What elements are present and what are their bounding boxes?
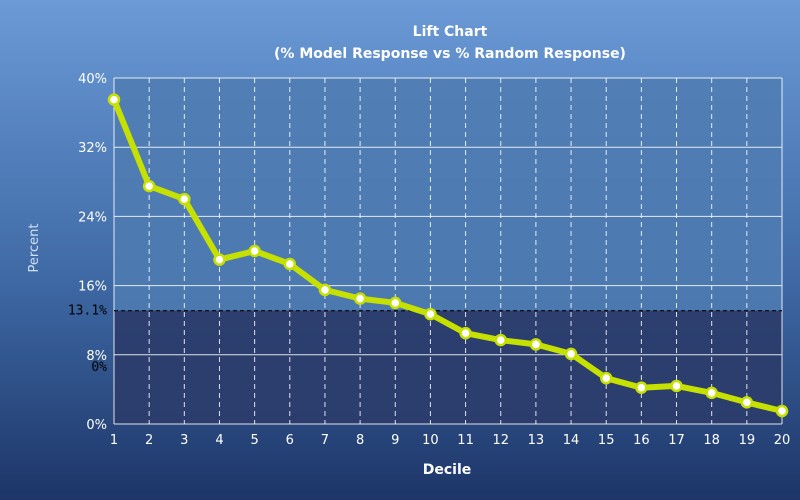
data-point: [494, 333, 507, 347]
x-tick-label: 15: [598, 433, 615, 448]
plot-area-upper: [114, 78, 782, 311]
data-point: [775, 404, 789, 418]
x-tick-label: 5: [250, 433, 258, 448]
y-tick-label: 8%: [86, 349, 107, 364]
data-point: [529, 338, 543, 351]
x-tick-label: 8: [356, 433, 364, 448]
x-tick-label: 19: [739, 433, 756, 448]
y-axis-label: Percent: [27, 224, 42, 273]
x-tick-label: 13: [528, 433, 545, 448]
x-tick-label: 16: [633, 433, 650, 448]
x-tick-label: 10: [422, 433, 439, 448]
y-tick-label: 32%: [78, 141, 107, 156]
reference-line-label: 13.1%: [68, 304, 107, 319]
data-point: [248, 244, 261, 258]
reference-baseline-label: 0%: [91, 360, 107, 375]
data-point: [353, 292, 367, 305]
y-tick-label: 24%: [78, 210, 107, 225]
data-point: [389, 296, 402, 310]
data-point: [424, 307, 437, 321]
chart-subtitle: (% Model Response vs % Random Response): [274, 46, 626, 62]
x-tick-label: 9: [391, 433, 399, 448]
x-axis-label: Decile: [423, 462, 472, 478]
x-tick-label: 7: [321, 433, 329, 448]
x-tick-label: 18: [703, 433, 720, 448]
data-point: [318, 283, 332, 297]
y-tick-label: 40%: [78, 72, 107, 87]
x-tick-label: 4: [215, 433, 223, 448]
data-point: [740, 396, 754, 409]
x-tick-label: 3: [180, 433, 188, 448]
x-tick-label: 1: [110, 433, 118, 448]
x-tick-label: 2: [145, 433, 153, 448]
y-tick-label: 0%: [86, 418, 107, 433]
data-point: [705, 386, 718, 400]
chart-title: Lift Chart: [413, 24, 488, 40]
x-tick-label: 6: [286, 433, 294, 448]
data-point: [283, 257, 297, 271]
data-point: [459, 326, 472, 340]
x-tick-label: 14: [563, 433, 580, 448]
x-tick-label: 11: [457, 433, 474, 448]
x-tick-label: 12: [492, 433, 509, 448]
data-point: [213, 253, 226, 266]
data-point: [142, 179, 156, 193]
data-point: [107, 93, 121, 106]
x-tick-label: 20: [774, 433, 791, 448]
x-tick-label: 17: [668, 433, 685, 448]
data-point: [599, 371, 613, 385]
plot-area-lower: [114, 310, 782, 424]
y-tick-label: 16%: [78, 280, 107, 295]
data-point: [564, 347, 578, 361]
data-point: [178, 192, 191, 206]
data-point: [635, 381, 648, 394]
data-point: [670, 379, 683, 393]
